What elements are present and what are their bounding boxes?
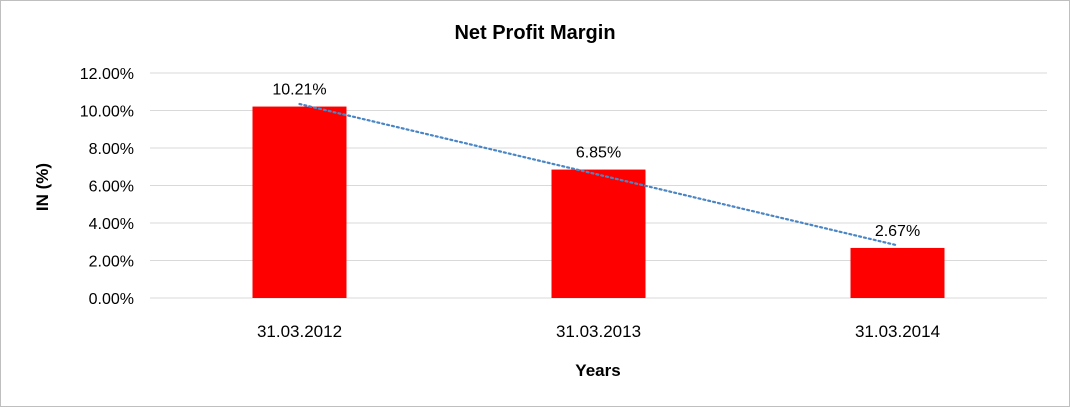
data-label: 2.67% <box>875 223 920 240</box>
y-tick-label: 0.00% <box>89 291 134 308</box>
x-axis-title: Years <box>575 361 620 380</box>
y-tick-label: 10.00% <box>80 104 134 121</box>
y-axis-title: IN (%) <box>33 163 52 211</box>
x-tick-label: 31.03.2013 <box>556 322 641 341</box>
x-tick-label: 31.03.2012 <box>257 322 342 341</box>
y-tick-label: 2.00% <box>89 254 134 271</box>
trendline-group <box>298 102 899 247</box>
y-tick-label: 6.00% <box>89 179 134 196</box>
bar <box>850 247 945 298</box>
data-label: 10.21% <box>272 82 326 99</box>
bar <box>252 106 347 298</box>
x-axis-categories: 31.03.2012 31.03.2013 31.03.2014 <box>257 322 940 341</box>
data-labels: 10.21% 6.85% 2.67% <box>272 82 920 240</box>
y-tick-label: 4.00% <box>89 216 134 233</box>
bar <box>551 169 646 298</box>
bars <box>252 106 945 298</box>
data-label: 6.85% <box>576 145 621 162</box>
y-axis-ticks: 0.00% 2.00% 4.00% 6.00% 8.00% 10.00% 12.00% <box>80 66 134 308</box>
y-tick-label: 12.00% <box>80 66 134 83</box>
y-tick-label: 8.00% <box>89 141 134 158</box>
trendline <box>298 102 899 247</box>
chart-title: Net Profit Margin <box>454 22 615 44</box>
x-tick-label: 31.03.2014 <box>855 322 940 341</box>
